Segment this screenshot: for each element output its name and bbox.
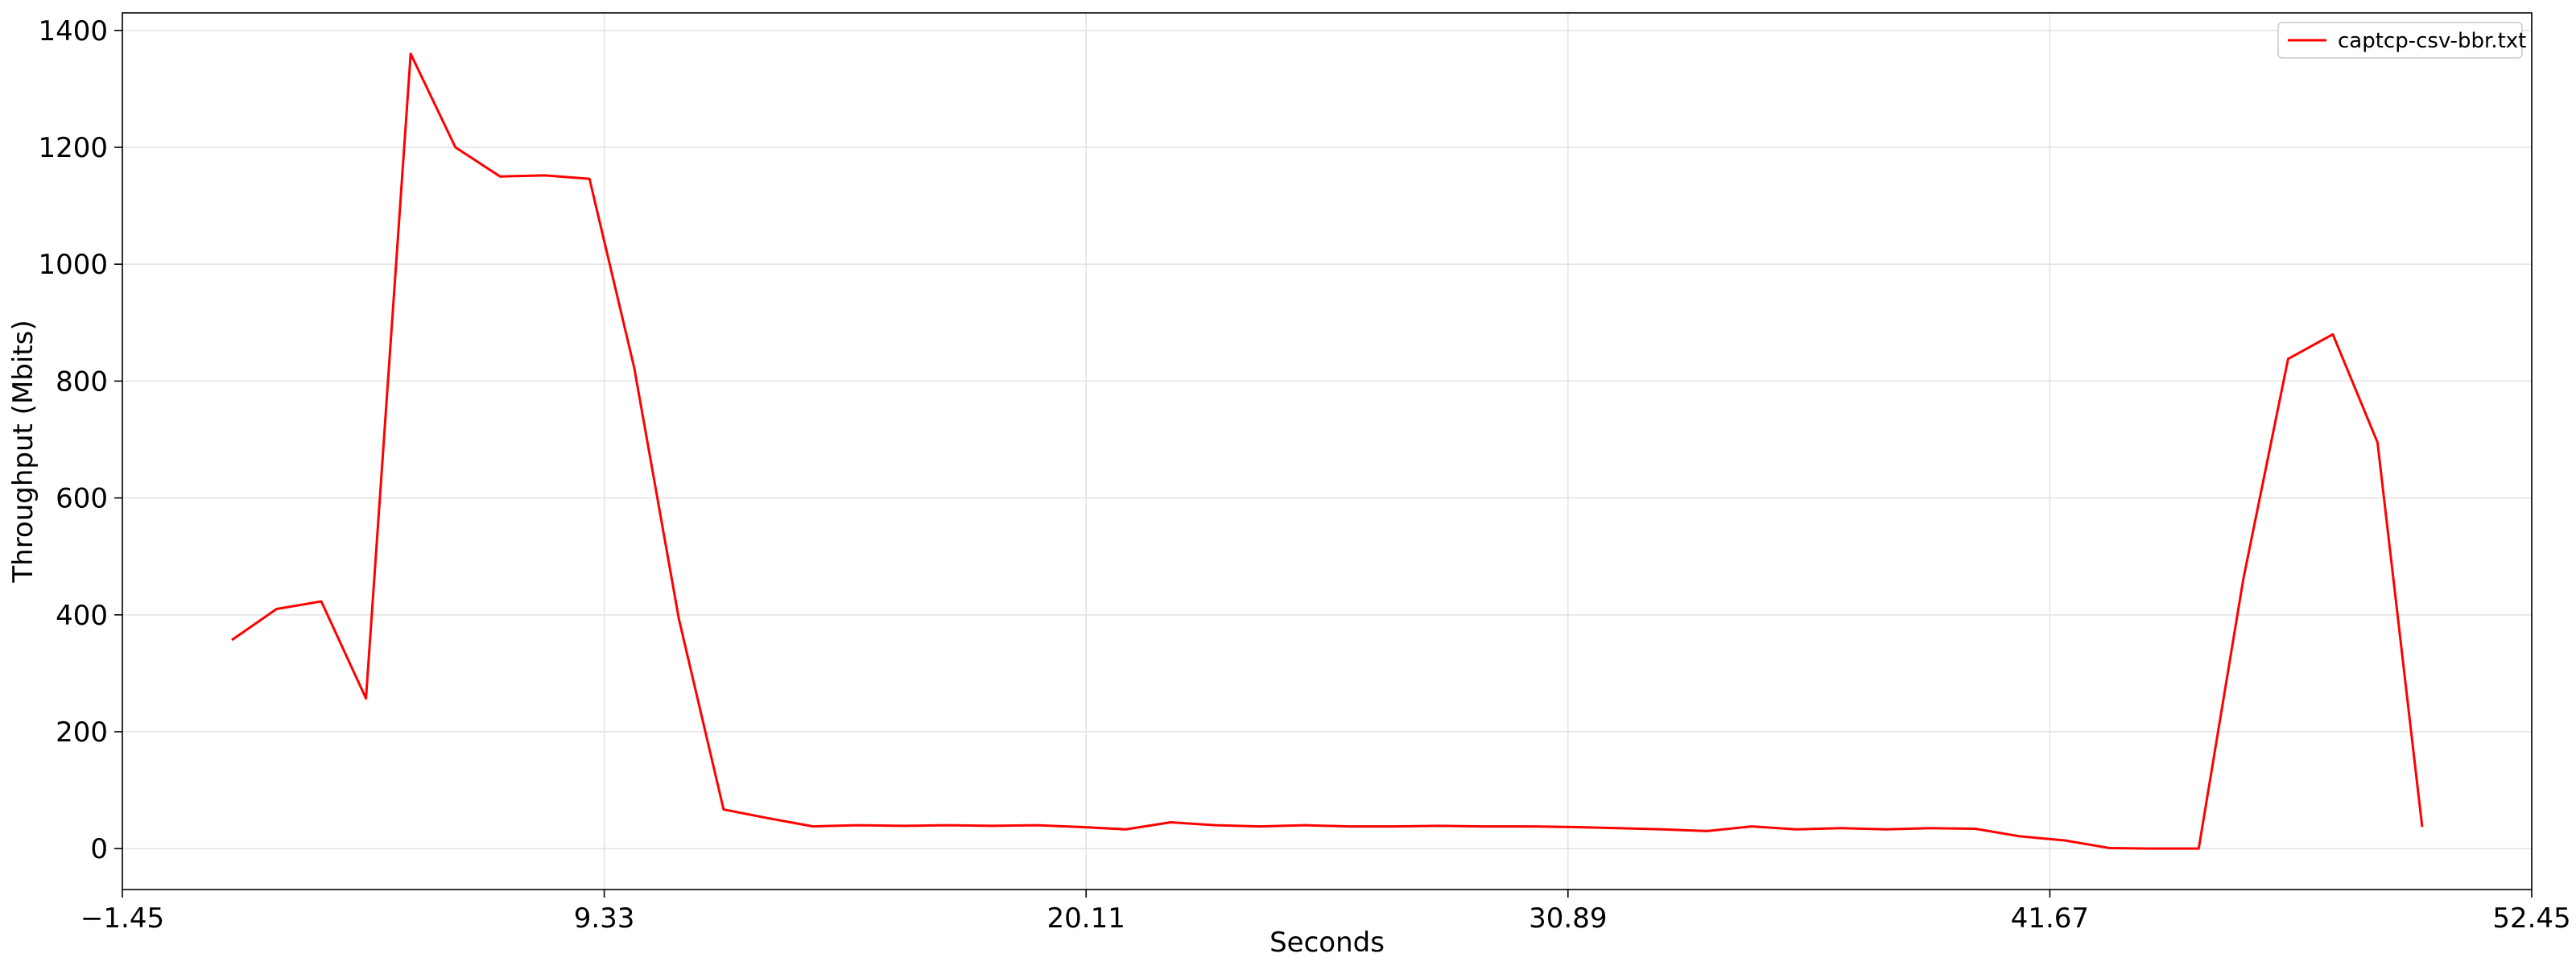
y-tick-label: 800 (56, 365, 108, 398)
x-tick-label: 9.33 (574, 902, 635, 935)
x-tick-label: 41.67 (2011, 902, 2089, 935)
legend-label: captcp-csv-bbr.txt (2338, 29, 2526, 53)
grid (122, 13, 2533, 890)
series-line (231, 52, 2424, 850)
legend: captcp-csv-bbr.txt (2277, 22, 2526, 59)
plot-frame (122, 12, 2533, 890)
x-tick-label: 20.11 (1047, 902, 1125, 935)
x-axis: −1.45 9.33 20.11 30.89 41.67 52.45 (80, 890, 2571, 935)
series-layer (231, 52, 2424, 850)
y-tick-label: 1400 (38, 15, 108, 47)
legend-box (2277, 22, 2523, 59)
y-tick-label: 0 (90, 833, 108, 865)
y-tick-label: 600 (56, 483, 108, 515)
y-axis-label: Throughput (Mbits) (7, 320, 39, 583)
x-tick-label: 52.45 (2492, 902, 2570, 935)
y-axis: 0 200 400 600 800 1000 1200 1400 (38, 15, 122, 865)
y-tick-label: 400 (56, 600, 108, 632)
x-axis-label: Seconds (1269, 927, 1385, 959)
x-tick-label: −1.45 (80, 902, 164, 935)
x-tick-label: 30.89 (1529, 902, 1607, 935)
y-tick-label: 1200 (38, 132, 108, 164)
y-tick-label: 200 (56, 716, 108, 749)
y-tick-label: 1000 (38, 249, 108, 281)
